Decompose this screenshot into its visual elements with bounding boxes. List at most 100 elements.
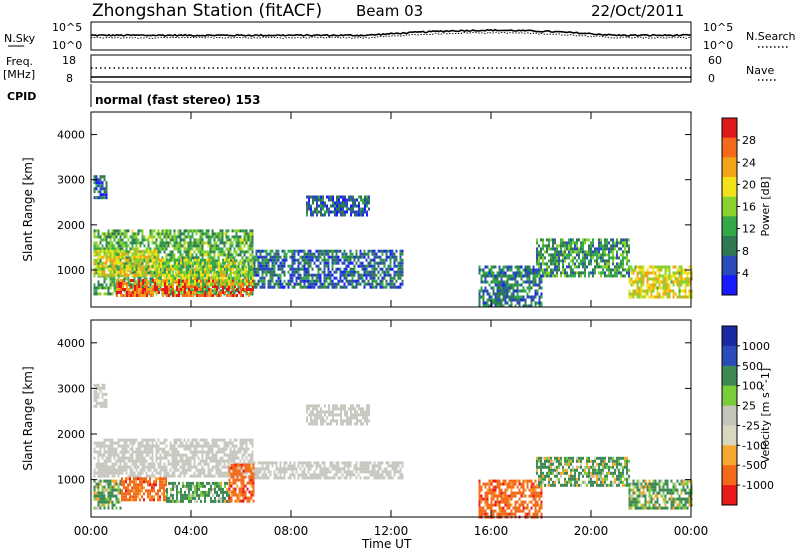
range-cell: [179, 247, 182, 251]
range-cell: [231, 450, 234, 454]
range-cell: [171, 235, 174, 239]
range-cell: [188, 294, 190, 297]
range-cell: [202, 279, 204, 283]
range-cell: [139, 441, 142, 445]
range-cell: [315, 473, 318, 477]
range-cell: [247, 238, 250, 242]
range-cell: [99, 259, 102, 263]
colorbar-swatch: [722, 157, 737, 178]
range-cell: [135, 249, 138, 253]
range-cell: [141, 453, 144, 457]
range-cell: [119, 264, 122, 268]
range-cell: [117, 441, 120, 445]
range-cell: [346, 207, 348, 211]
range-cell: [538, 304, 541, 308]
range-cell: [211, 453, 214, 457]
range-cell: [97, 462, 100, 466]
range-cell: [173, 444, 176, 448]
range-cell: [230, 282, 232, 286]
range-cell: [628, 238, 630, 242]
y-tick-label: 2000: [57, 219, 85, 232]
range-cell: [220, 273, 222, 277]
range-cell: [319, 279, 322, 283]
range-cell: [624, 241, 626, 245]
range-cell: [213, 250, 216, 254]
range-cell: [176, 285, 178, 288]
range-cell: [584, 238, 586, 242]
range-cell: [303, 261, 306, 265]
range-cell: [160, 276, 162, 280]
range-cell: [616, 253, 618, 257]
range-cell: [211, 235, 214, 239]
range-cell: [201, 265, 204, 269]
range-cell: [145, 264, 148, 268]
range-cell: [95, 244, 98, 248]
range-cell: [132, 288, 134, 291]
range-cell: [131, 252, 134, 256]
range-cell: [349, 258, 352, 262]
range-cell: [508, 298, 511, 302]
range-cell: [164, 264, 166, 268]
range-cell: [179, 238, 182, 242]
range-cell: [105, 283, 108, 287]
range-cell: [227, 247, 230, 251]
range-cell: [101, 184, 104, 188]
range-cell: [305, 261, 308, 265]
range-cell: [359, 252, 362, 256]
range-cell: [239, 253, 242, 257]
range-cell: [628, 271, 630, 275]
range-cell: [502, 265, 505, 269]
range-cell: [135, 232, 138, 236]
range-cell: [145, 247, 148, 251]
range-cell: [188, 270, 190, 274]
range-cell: [594, 250, 596, 254]
range-cell: [349, 279, 352, 283]
range-cell: [173, 450, 176, 454]
range-cell: [271, 279, 274, 283]
range-cell: [496, 283, 499, 287]
range-cell: [580, 262, 582, 266]
range-cell: [389, 252, 392, 256]
range-cell: [221, 471, 224, 475]
range-cell: [257, 282, 260, 286]
range-cell: [590, 256, 592, 260]
range-cell: [367, 249, 370, 253]
range-cell: [494, 301, 497, 305]
range-cell: [399, 264, 402, 268]
range-cell: [170, 282, 172, 286]
range-cell: [214, 282, 216, 285]
range-cell: [245, 438, 248, 442]
range-cell: [312, 201, 314, 205]
range-cell: [367, 282, 370, 286]
range-cell: [251, 235, 254, 239]
range-cell: [168, 273, 170, 277]
range-cell: [371, 279, 374, 283]
range-cell: [316, 204, 318, 208]
range-cell: [111, 232, 114, 236]
range-cell: [173, 459, 176, 463]
range-cell: [139, 255, 142, 259]
range-cell: [121, 232, 124, 236]
range-cell: [216, 294, 218, 297]
range-cell: [107, 247, 110, 251]
range-cell: [95, 465, 98, 469]
range-cell: [538, 244, 540, 248]
range-cell: [166, 267, 168, 271]
range-cell: [151, 450, 154, 454]
range-cell: [186, 279, 188, 282]
range-cell: [261, 264, 264, 268]
range-cell: [125, 441, 128, 445]
range-cell: [342, 213, 344, 217]
range-cell: [219, 471, 222, 475]
range-cell: [193, 459, 196, 463]
range-cell: [209, 244, 212, 248]
range-cell: [136, 285, 138, 288]
range-cell: [169, 235, 172, 239]
range-cell: [564, 250, 566, 254]
range-cell: [116, 291, 118, 294]
range-cell: [117, 453, 120, 457]
range-cell: [283, 461, 286, 465]
range-cell: [197, 262, 200, 266]
range-cell: [528, 274, 531, 278]
